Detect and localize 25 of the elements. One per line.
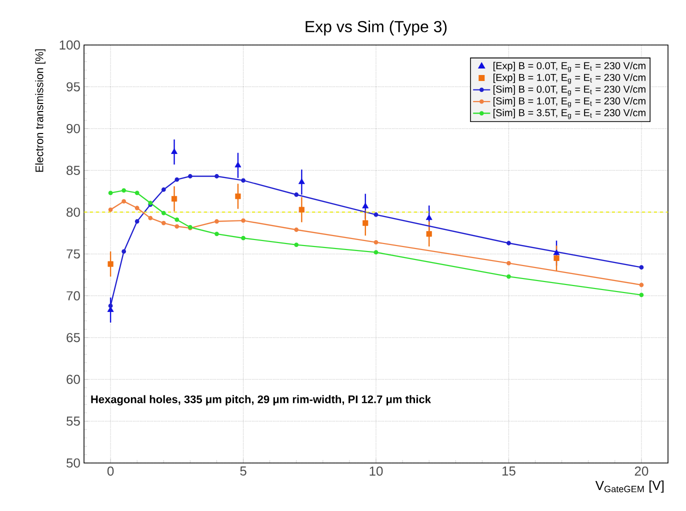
y-tick-label: 100 (60, 40, 80, 50)
y-tick-label: 50 (66, 458, 80, 468)
y-tick-label: 60 (66, 374, 80, 384)
y-tick-label: 95 (66, 82, 80, 92)
y-tick-label: 80 (66, 208, 80, 217)
y-tick-label: 90 (66, 124, 80, 134)
x-axis-title: V$_{GateGEM}$ [V] (595, 480, 664, 493)
y-tick-label: 70 (66, 291, 80, 300)
legend-label: [Exp] B = 0.0T, E$_{g}$ = E$_{t}$ = 230 V/cm (493, 62, 646, 72)
x-tick-label: 5 (240, 466, 246, 476)
x-tick-label: 15 (502, 466, 516, 476)
x-tick-label: 0 (107, 466, 114, 476)
legend-label: [Exp] B = 1.0T, E$_{g}$ = E$_{t}$ = 230 V/cm (493, 74, 646, 84)
y-tick-label: 75 (66, 249, 80, 259)
annotation: Hexagonal holes, 335 μm pitch, 29 μm rim-width, PI 12.7 μm thick (91, 395, 431, 406)
x-tick-label: 20 (634, 466, 648, 476)
legend-label: [Sim] B = 1.0T, E$_{g}$ = E$_{t}$ = 230 V/cm (493, 97, 646, 108)
y-tick-label: 85 (66, 166, 80, 175)
chart-title: Exp vs Sim (Type 3) (306, 20, 447, 36)
legend-label: [Sim] B = 0.0T, E$_{g}$ = E$_{t}$ = 230 V/cm (493, 85, 646, 96)
y-tick-label: 55 (66, 416, 80, 426)
y-axis-title: Electron transmission [%] (35, 49, 46, 172)
y-tick-label: 65 (66, 332, 80, 342)
legend-label: [Sim] B = 3.5T, E$_{g}$ = E$_{t}$ = 230 V/cm (493, 108, 646, 120)
x-tick-label: 10 (370, 466, 383, 476)
